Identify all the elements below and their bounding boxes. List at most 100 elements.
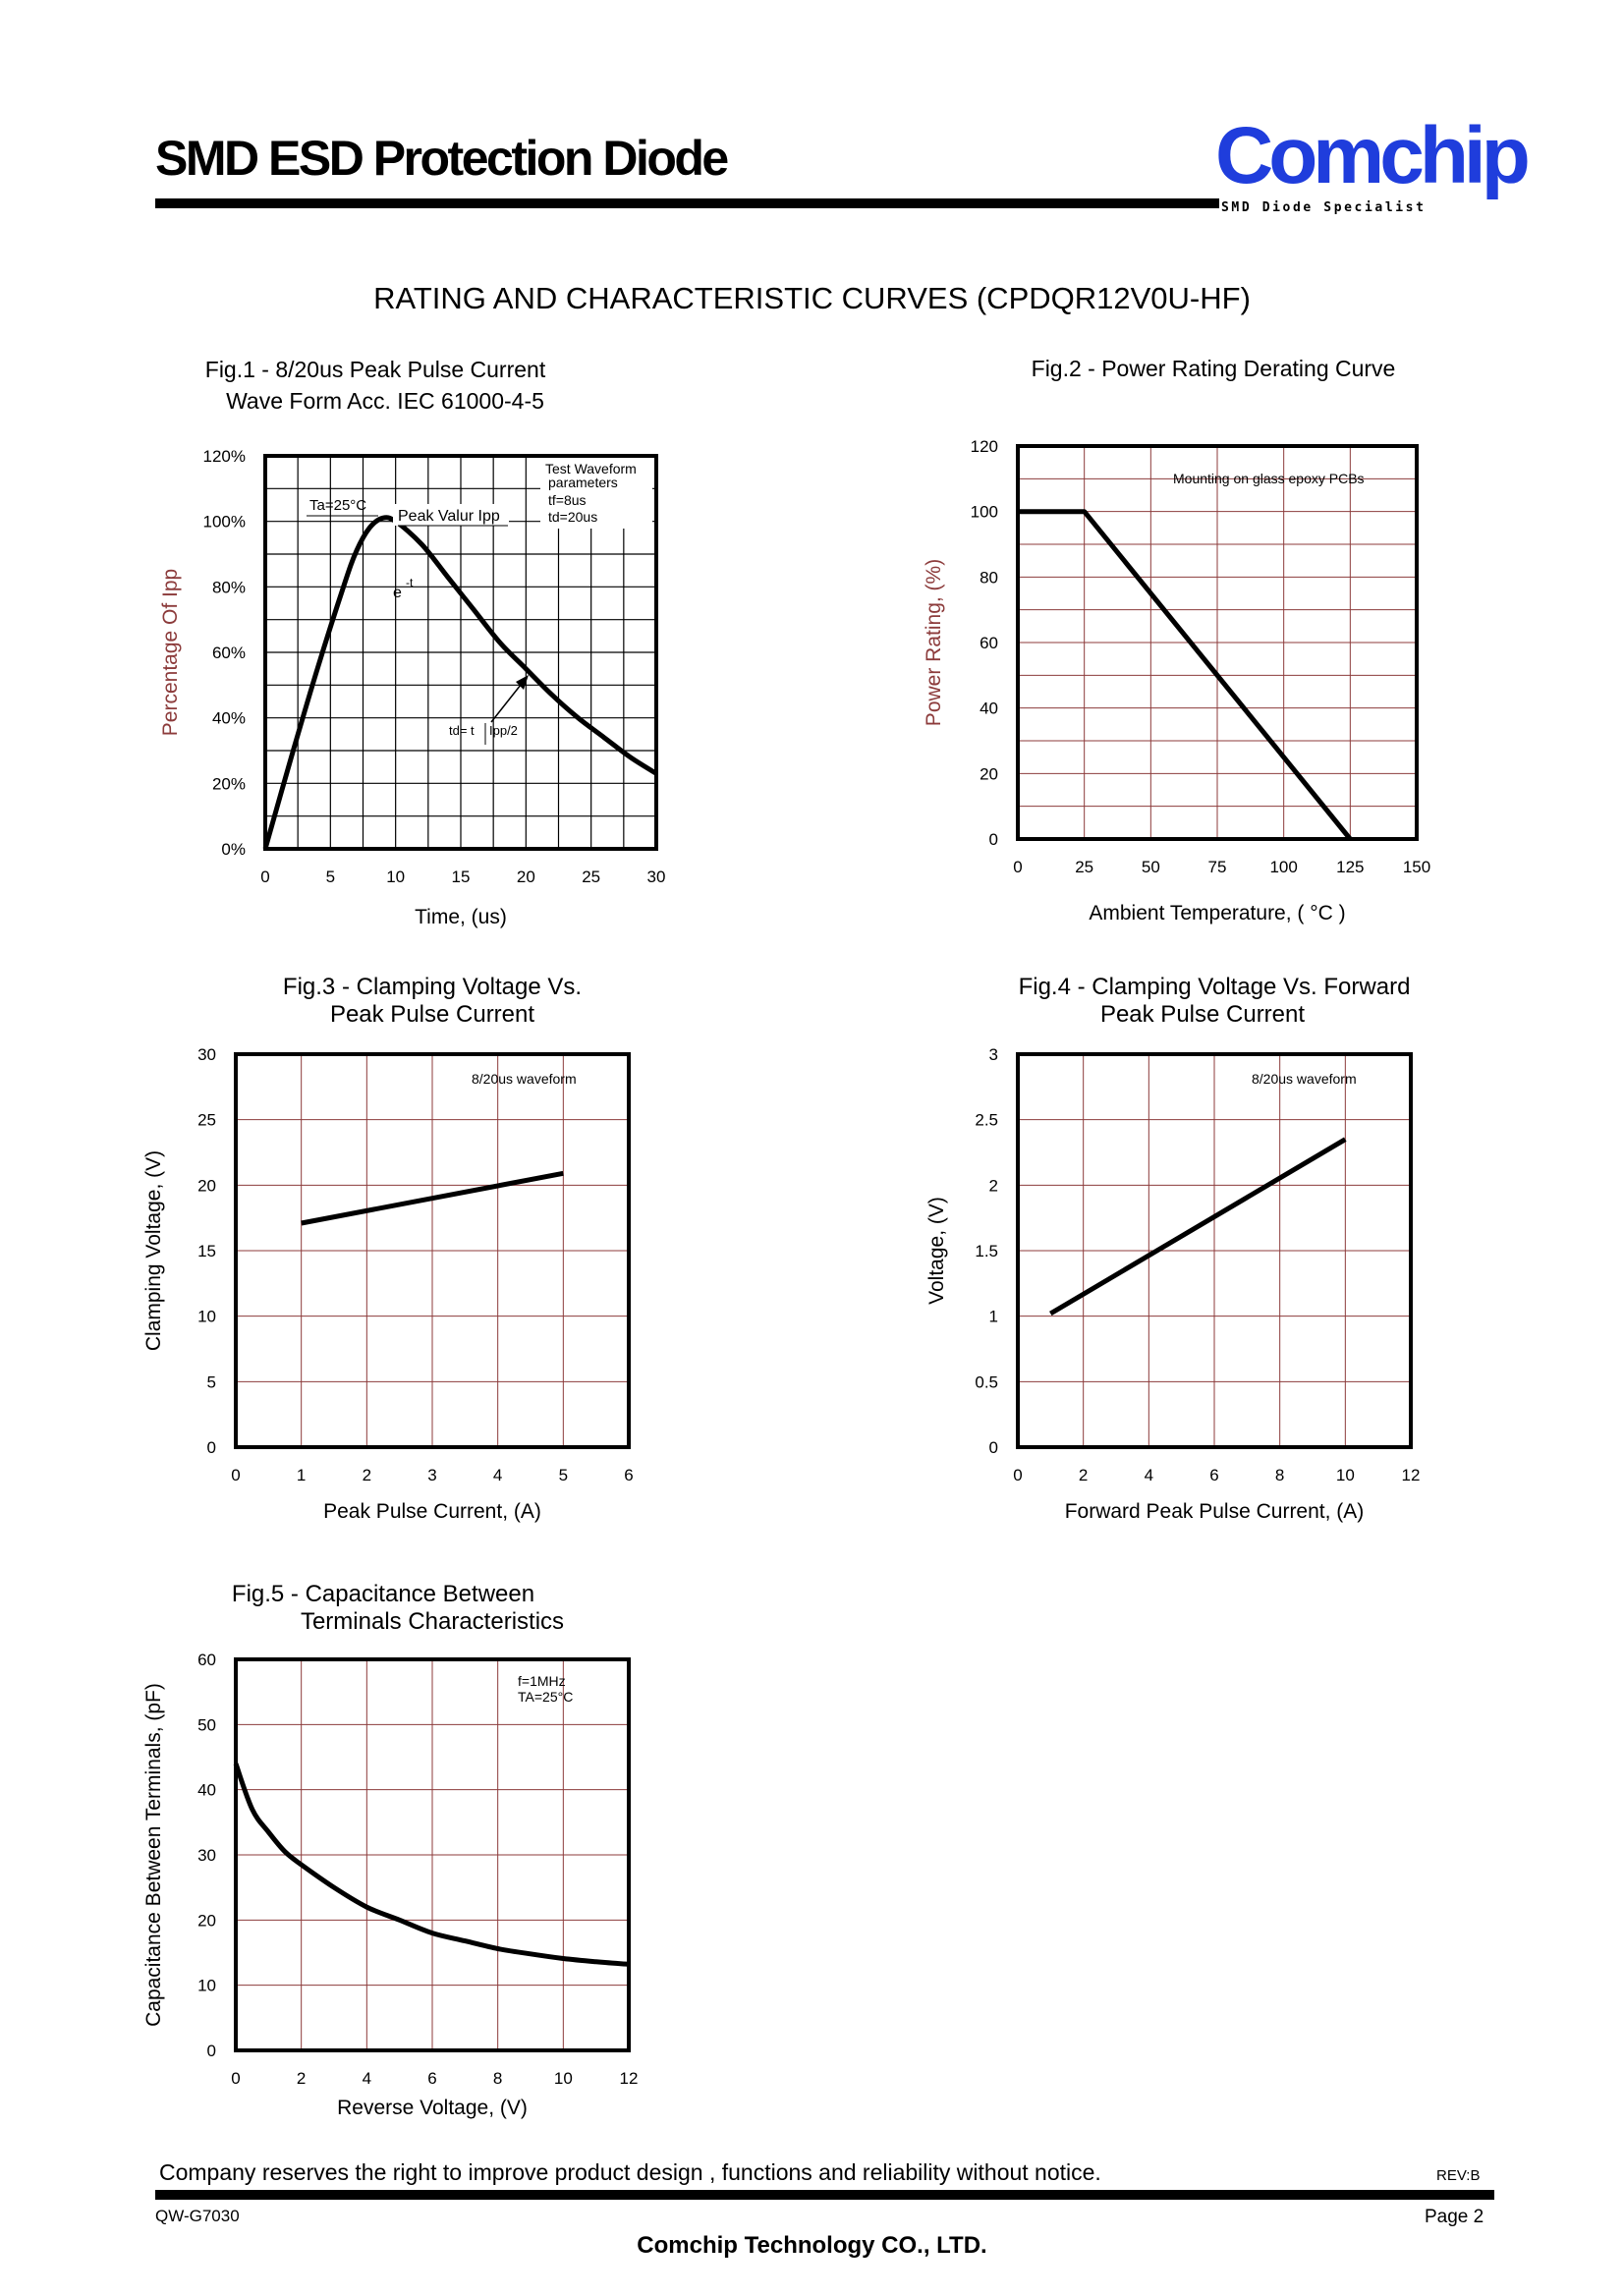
fig1-series-line <box>262 515 658 850</box>
fig5-plot-frame <box>234 1657 631 2052</box>
fig1-y-tick-label: 120% <box>203 447 246 466</box>
fig4-y-tick-label: 2.5 <box>975 1111 998 1130</box>
fig5-y-axis-label: Capacitance Between Terminals, (pF) <box>142 1683 165 2027</box>
fig1-annotation-box <box>540 458 652 529</box>
fig1-plot-frame <box>263 454 658 851</box>
fig3-plot-frame <box>234 1052 631 1449</box>
fig5-x-tick-label: 6 <box>427 2069 436 2088</box>
fig4-x-tick-label: 2 <box>1079 1466 1088 1484</box>
fig3-y-tick-label: 15 <box>197 1242 216 1260</box>
fig5-x-tick-label: 4 <box>363 2069 371 2088</box>
fig3-x-tick-label: 5 <box>559 1466 568 1484</box>
fig4-y-axis-label: Voltage, (V) <box>925 1197 948 1305</box>
fig2-annotation: Mounting on glass epoxy PCBs <box>1173 471 1365 486</box>
fig5-x-tick-label: 2 <box>297 2069 306 2088</box>
fig3-y-axis-label: Clamping Voltage, (V) <box>142 1150 165 1351</box>
fig3-y-tick-label: 0 <box>207 1438 216 1457</box>
revision-label: REV:B <box>1436 2167 1481 2184</box>
fig5-y-tick-label: 60 <box>197 1651 216 1669</box>
fig1-td-arrow-line <box>490 679 526 723</box>
header-rule <box>155 198 1219 208</box>
fig1-annotation: Test Waveform <box>545 461 637 476</box>
fig2-x-tick-label: 0 <box>1013 858 1022 876</box>
fig1-y-tick-label: 40% <box>212 709 246 728</box>
fig3-y-tick-label: 10 <box>197 1308 216 1326</box>
fig1-peak-label-box <box>393 504 509 526</box>
fig3-y-tick-label: 20 <box>197 1176 216 1195</box>
fig5-y-tick-label: 0 <box>207 2042 216 2060</box>
fig2-x-tick-label: 25 <box>1075 858 1093 876</box>
fig4-series-line <box>1049 1137 1347 1316</box>
fig4-x-tick-label: 4 <box>1145 1466 1153 1484</box>
fig2-y-tick-label: 120 <box>971 437 998 456</box>
fig1-annotation: td=20us <box>548 509 597 525</box>
fig2-x-tick-label: 150 <box>1403 858 1430 876</box>
fig3-series-line <box>301 1170 564 1226</box>
brand-logo: Comchip <box>1215 111 1531 200</box>
company-name: Comchip Technology CO., LTD. <box>637 2232 987 2259</box>
fig5-x-tick-label: 12 <box>620 2069 639 2088</box>
fig1-annotation: Ta=25°C <box>309 497 366 514</box>
fig3-x-tick-label: 0 <box>231 1466 240 1484</box>
fig5-annotation: f=1MHz <box>518 1673 566 1689</box>
fig5-y-tick-label: 10 <box>197 1977 216 1995</box>
fig4-annotation: 8/20us waveform <box>1252 1071 1357 1087</box>
fig2-y-tick-label: 80 <box>980 568 998 587</box>
fig5-title: Fig.5 - Capacitance Between <box>232 1581 534 1607</box>
footer-rule <box>155 2190 1494 2200</box>
fig1-td-arrow-head <box>516 675 529 690</box>
fig2-y-axis-label: Power Rating, (%) <box>923 559 945 726</box>
fig2-title: Fig.2 - Power Rating Derating Curve <box>1032 356 1396 381</box>
fig3-title: Fig.3 - Clamping Voltage Vs. <box>283 974 582 1000</box>
document-title: SMD ESD Protection Diode <box>155 131 729 186</box>
footer-notice: Company reserves the right to improve pr… <box>159 2159 1101 2185</box>
fig3-x-tick-label: 1 <box>297 1466 306 1484</box>
fig1-annotation: parameters <box>548 475 618 490</box>
fig1-annotation: td= t <box>449 723 475 738</box>
fig5-y-tick-label: 50 <box>197 1715 216 1734</box>
fig3-y-tick-label: 25 <box>197 1111 216 1130</box>
fig1-annotation: e <box>393 585 402 601</box>
fig2-x-axis-label: Ambient Temperature, ( °C ) <box>1089 902 1345 924</box>
fig3-x-tick-label: 3 <box>427 1466 436 1484</box>
fig1-title: Fig.1 - 8/20us Peak Pulse Current <box>205 357 546 382</box>
fig1-annotation: Ipp/2 <box>489 723 518 738</box>
fig4-y-tick-label: 0.5 <box>975 1372 998 1391</box>
fig1-x-tick-label: 5 <box>326 868 335 886</box>
fig3-annotation: 8/20us waveform <box>472 1071 577 1087</box>
fig1-subtitle: Wave Form Acc. IEC 61000-4-5 <box>226 388 544 414</box>
fig4-x-tick-label: 8 <box>1275 1466 1284 1484</box>
fig4-y-tick-label: 0 <box>989 1438 998 1457</box>
fig4-x-axis-label: Forward Peak Pulse Current, (A) <box>1065 1500 1365 1523</box>
fig4-y-tick-label: 2 <box>989 1176 998 1195</box>
brand-logo-tagline: SMD Diode Specialist <box>1221 200 1427 215</box>
fig5-y-tick-label: 40 <box>197 1781 216 1800</box>
fig5-series-line <box>233 1763 630 1967</box>
fig5-subtitle: Terminals Characteristics <box>301 1608 564 1635</box>
fig1-x-tick-label: 20 <box>517 868 535 886</box>
fig5-x-tick-label: 0 <box>231 2069 240 2088</box>
fig1-y-axis-label: Percentage Of Ipp <box>159 569 182 736</box>
fig1-x-tick-label: 15 <box>452 868 471 886</box>
fig3-x-axis-label: Peak Pulse Current, (A) <box>323 1500 541 1523</box>
fig3-y-tick-label: 5 <box>207 1372 216 1391</box>
fig1-y-tick-label: 100% <box>203 513 246 532</box>
fig5-y-tick-label: 20 <box>197 1911 216 1930</box>
fig4-y-tick-label: 1.5 <box>975 1242 998 1260</box>
fig2-y-tick-label: 60 <box>980 634 998 652</box>
fig4-x-tick-label: 12 <box>1402 1466 1421 1484</box>
fig1-annotation: tf=8us <box>548 492 587 508</box>
fig4-x-tick-label: 0 <box>1013 1466 1022 1484</box>
fig2-x-tick-label: 125 <box>1336 858 1364 876</box>
fig1-y-tick-label: 60% <box>212 644 246 662</box>
fig5-annotation: TA=25°C <box>518 1689 573 1705</box>
fig4-y-tick-label: 1 <box>989 1308 998 1326</box>
fig5-x-tick-label: 8 <box>493 2069 502 2088</box>
document-number: QW-G7030 <box>155 2207 240 2225</box>
fig4-x-tick-label: 10 <box>1336 1466 1355 1484</box>
fig1-x-axis-label: Time, (us) <box>415 906 507 928</box>
fig2-series-line <box>1018 509 1353 841</box>
fig3-x-tick-label: 2 <box>363 1466 371 1484</box>
fig1-x-tick-label: 0 <box>260 868 269 886</box>
